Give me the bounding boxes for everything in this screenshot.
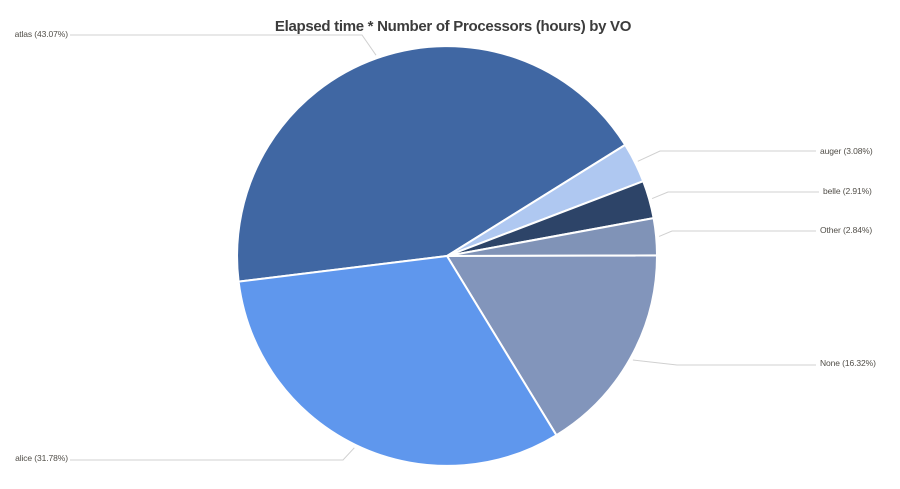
label-connector-none (632, 359, 816, 366)
label-connector-auger (637, 150, 816, 162)
pie-slice-none[interactable] (446, 254, 659, 437)
slice-label-none: None (16.32%) (820, 358, 876, 368)
slice-label-auger: auger (3.08%) (820, 146, 873, 156)
label-connector-belle (651, 191, 819, 200)
chart-title: Elapsed time * Number of Processors (hou… (274, 18, 632, 35)
label-connector-other (658, 230, 816, 237)
slice-label-other: Other (2.84%) (820, 225, 873, 235)
label-connector-alice (70, 447, 355, 461)
slice-label-alice: alice (31.78%) (15, 453, 68, 463)
pie-slice-alice[interactable] (237, 255, 558, 467)
pie-slice-atlas[interactable] (236, 45, 627, 283)
label-connector-atlas (70, 34, 377, 56)
slice-label-atlas: atlas (43.07%) (14, 29, 69, 39)
slice-label-belle: belle (2.91%) (823, 186, 872, 196)
